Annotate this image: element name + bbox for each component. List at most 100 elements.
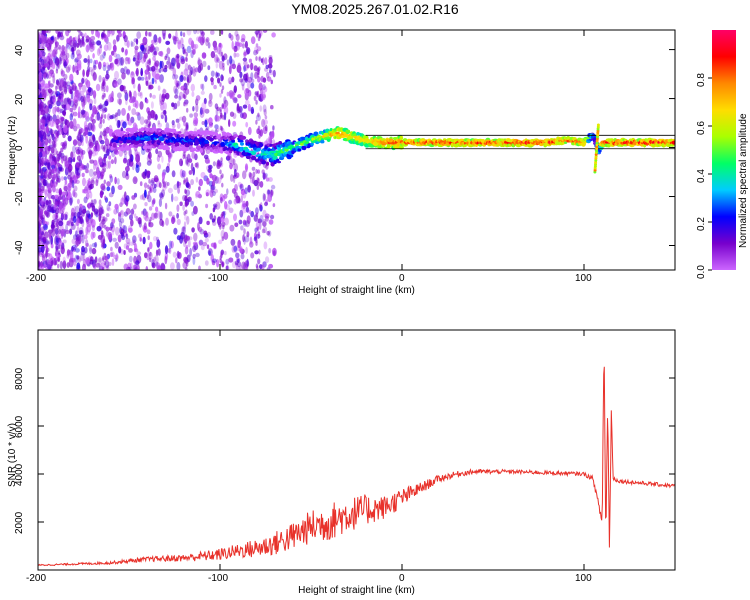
noise-cell bbox=[89, 103, 93, 111]
noise-cell bbox=[122, 194, 126, 202]
noise-cell bbox=[194, 67, 199, 73]
noise-cell bbox=[229, 224, 235, 232]
ridge-cell bbox=[250, 155, 257, 161]
noise-cell bbox=[245, 88, 250, 94]
noise-cell bbox=[60, 68, 64, 75]
noise-cell bbox=[118, 246, 122, 254]
noise-cell bbox=[56, 225, 60, 231]
noise-cell bbox=[59, 260, 63, 270]
ridge-cell bbox=[112, 142, 117, 148]
noise-cell bbox=[192, 49, 196, 55]
noise-cell bbox=[31, 144, 33, 149]
noise-cell bbox=[67, 135, 72, 142]
noise-cell bbox=[233, 245, 238, 252]
noise-cell bbox=[55, 200, 58, 206]
noise-cell bbox=[40, 87, 46, 95]
noise-cell bbox=[43, 93, 47, 98]
noise-cell bbox=[191, 151, 196, 159]
ridge-cell bbox=[144, 138, 151, 142]
noise-cell bbox=[216, 106, 220, 112]
noise-cell bbox=[149, 113, 152, 119]
noise-cell bbox=[158, 182, 162, 189]
noise-cell bbox=[72, 175, 77, 180]
noise-cell bbox=[247, 103, 251, 112]
noise-cell bbox=[88, 178, 91, 186]
noise-cell bbox=[149, 188, 152, 193]
noise-cell bbox=[243, 236, 246, 245]
noise-cell bbox=[57, 30, 60, 36]
noise-cell bbox=[114, 156, 117, 165]
ridge-cell bbox=[151, 126, 157, 132]
noise-cell bbox=[176, 212, 180, 219]
noise-cell bbox=[185, 194, 188, 200]
noise-cell bbox=[91, 247, 97, 255]
noise-cell bbox=[190, 66, 193, 76]
noise-cell bbox=[179, 75, 184, 82]
noise-cell bbox=[171, 120, 175, 126]
noise-cell bbox=[174, 94, 179, 99]
noise-cell bbox=[47, 134, 51, 144]
heatmap-y-tick-label: 40 bbox=[14, 44, 25, 56]
noise-cell bbox=[151, 39, 155, 45]
noise-cell bbox=[203, 154, 209, 160]
noise-cell bbox=[241, 209, 247, 214]
noise-cell bbox=[108, 94, 113, 103]
noise-cell bbox=[30, 259, 32, 264]
noise-cell bbox=[103, 128, 106, 134]
noise-cell bbox=[51, 206, 55, 214]
noise-cell bbox=[222, 66, 225, 71]
noise-cell bbox=[92, 231, 96, 239]
noise-cell bbox=[173, 85, 178, 94]
noise-cell bbox=[235, 52, 240, 58]
noise-cell bbox=[76, 167, 81, 176]
noise-cell bbox=[127, 105, 131, 111]
noise-cell bbox=[172, 217, 176, 223]
noise-cell bbox=[62, 213, 68, 221]
noise-cell bbox=[127, 120, 133, 126]
noise-cell bbox=[49, 153, 52, 163]
noise-cell bbox=[236, 103, 240, 112]
colorbar-tick-label: 0.6 bbox=[696, 121, 707, 135]
noise-cell bbox=[204, 75, 208, 82]
noise-cell bbox=[121, 72, 126, 80]
noise-cell bbox=[125, 166, 130, 172]
noise-cell bbox=[44, 57, 47, 62]
noise-cell bbox=[154, 254, 159, 264]
noise-cell bbox=[223, 231, 229, 240]
noise-cell bbox=[50, 260, 54, 267]
noise-cell bbox=[140, 67, 143, 77]
noise-cell bbox=[186, 215, 190, 225]
noise-cell bbox=[130, 71, 134, 76]
noise-cell bbox=[181, 43, 185, 50]
colorbar-tick-label: 0.2 bbox=[696, 217, 707, 231]
noise-cell bbox=[55, 188, 60, 194]
noise-cell bbox=[71, 221, 74, 227]
noise-cell bbox=[180, 58, 186, 65]
noise-cell bbox=[55, 85, 58, 91]
noise-cell bbox=[57, 97, 60, 103]
noise-cell bbox=[89, 58, 93, 64]
noise-cell bbox=[208, 100, 213, 108]
noise-cell bbox=[180, 37, 184, 46]
noise-cell bbox=[177, 80, 180, 90]
noise-cell bbox=[44, 83, 49, 89]
noise-cell bbox=[239, 265, 244, 270]
noise-cell bbox=[117, 78, 122, 85]
noise-cell bbox=[91, 242, 97, 248]
noise-cell bbox=[54, 235, 59, 245]
ridge-cell bbox=[143, 136, 150, 139]
noise-cell bbox=[239, 184, 243, 190]
noise-cell bbox=[262, 30, 268, 33]
noise-cell bbox=[260, 75, 264, 83]
noise-cell bbox=[176, 57, 179, 65]
noise-cell bbox=[135, 61, 140, 66]
noise-cell bbox=[242, 104, 248, 109]
noise-cell bbox=[77, 146, 82, 154]
noise-cell bbox=[135, 216, 139, 222]
noise-cell bbox=[81, 113, 85, 119]
noise-cell bbox=[201, 102, 207, 111]
noise-cell bbox=[150, 212, 156, 221]
noise-cell bbox=[79, 203, 83, 209]
noise-cell bbox=[132, 235, 137, 244]
noise-cell bbox=[115, 58, 119, 65]
